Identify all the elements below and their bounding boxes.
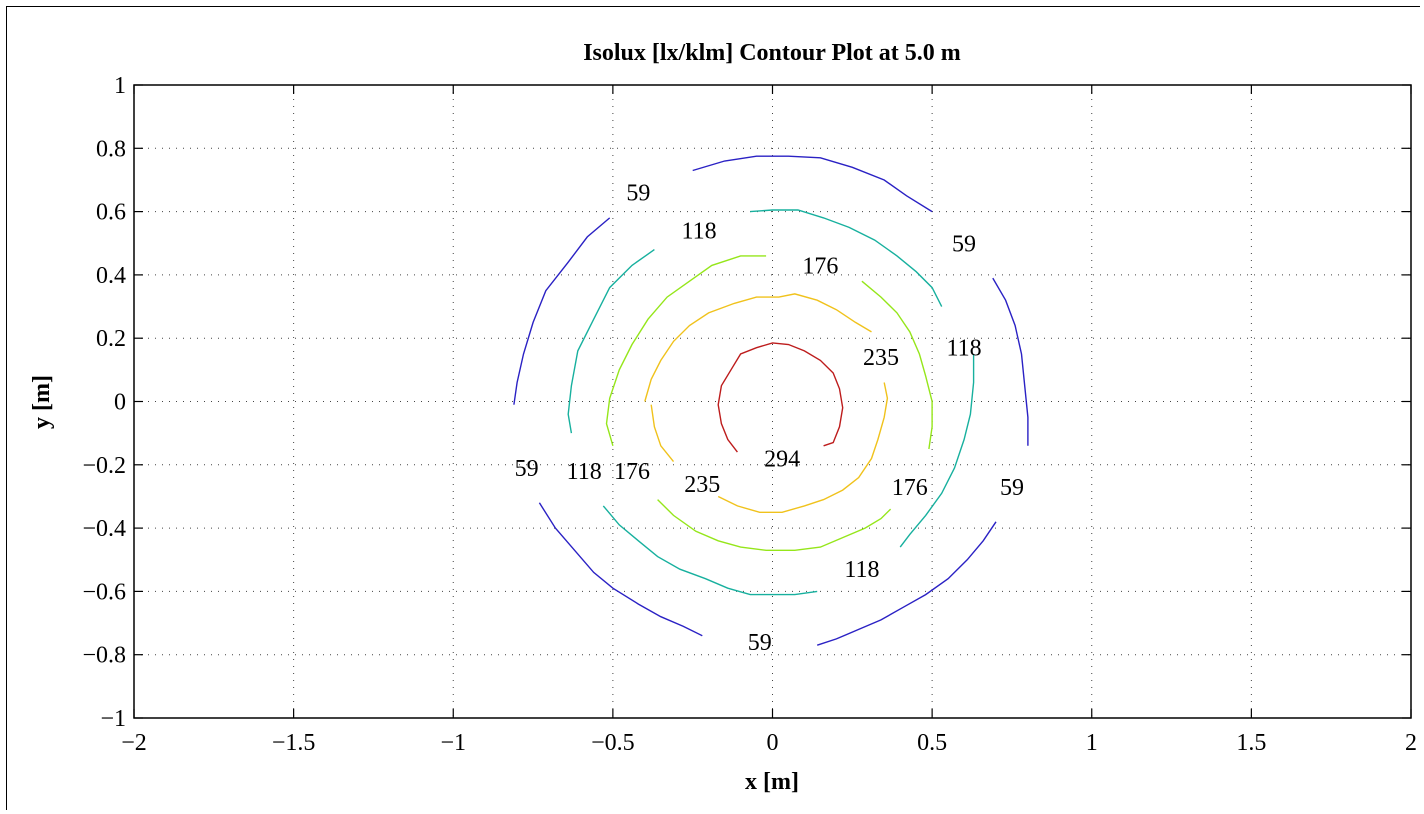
- x-tick-label: 1: [1086, 730, 1098, 756]
- contour-label-59: 59: [515, 456, 539, 482]
- x-tick-label: 0: [767, 730, 779, 756]
- contour-label-59: 59: [1000, 475, 1024, 501]
- contour-label-59: 59: [626, 181, 650, 207]
- contour-line-176: [657, 499, 892, 551]
- x-axis-label: x [m]: [745, 769, 799, 795]
- y-tick-label: 0.2: [96, 326, 126, 352]
- contour-line-118: [899, 354, 975, 548]
- contour-label-176: 176: [614, 459, 650, 485]
- contour-label-118: 118: [567, 459, 602, 485]
- x-tick-label: −1.5: [272, 730, 316, 756]
- contour-line-235: [717, 382, 889, 513]
- y-tick-label: −0.6: [82, 579, 126, 605]
- axis-ticks: −2 −1.5 −1 −0.5 0 0.5 1 1.5 2 1 0.8 0.6 0.4 0.2 0 −0.2 −…: [82, 73, 1417, 756]
- contour-label-59: 59: [748, 630, 772, 656]
- x-tick-label: 0.5: [917, 730, 947, 756]
- contour-label-118: 118: [844, 557, 879, 583]
- contour-line-176: [861, 280, 933, 450]
- contour-labels: 59 59 59 59 59 118 118 118 118 176 176 176 235 235 294: [515, 181, 1024, 656]
- contour-line-118: [750, 209, 943, 307]
- contour-label-176: 176: [892, 475, 928, 501]
- contour-label-235: 235: [863, 345, 899, 371]
- contour-line-59: [538, 502, 703, 637]
- contour-label-59: 59: [952, 231, 976, 257]
- contour-line-59: [692, 155, 933, 213]
- contour-line-176: [605, 255, 767, 446]
- contour-line-294: [717, 342, 844, 453]
- contour-label-235: 235: [684, 472, 720, 498]
- y-tick-label: 0: [114, 390, 126, 416]
- contour-line-118: [602, 505, 818, 596]
- contour-label-118: 118: [682, 219, 717, 245]
- contour-line-235: [644, 293, 872, 402]
- chart-title: Isolux [lx/klm] Contour Plot at 5.0 m: [583, 40, 961, 66]
- contour-label-118: 118: [946, 336, 981, 362]
- contour-lines: [513, 155, 1029, 646]
- y-tick-label: 1: [114, 73, 126, 99]
- y-tick-label: −0.2: [82, 453, 126, 479]
- y-tick-label: −1: [100, 706, 126, 732]
- contour-line-59: [992, 277, 1029, 446]
- contour-line-59: [513, 217, 611, 405]
- x-tick-label: −1: [440, 730, 466, 756]
- contour-line-235: [650, 404, 675, 463]
- x-tick-label: 1.5: [1236, 730, 1266, 756]
- y-tick-label: −0.4: [82, 516, 126, 542]
- y-tick-label: −0.8: [82, 643, 126, 669]
- y-tick-label: 0.6: [96, 200, 126, 226]
- y-axis-label: y [m]: [29, 375, 55, 429]
- figure-frame: [6, 6, 1420, 810]
- grid: [134, 85, 1411, 718]
- y-tick-label: 0.8: [96, 136, 126, 162]
- contour-line-59: [816, 521, 997, 646]
- y-tick-label: 0.4: [96, 263, 126, 289]
- contour-label-176: 176: [802, 253, 838, 279]
- x-tick-label: 2: [1405, 730, 1417, 756]
- x-tick-label: −2: [121, 730, 147, 756]
- contour-line-118: [567, 249, 655, 434]
- x-tick-label: −0.5: [591, 730, 635, 756]
- contour-label-294: 294: [764, 446, 800, 472]
